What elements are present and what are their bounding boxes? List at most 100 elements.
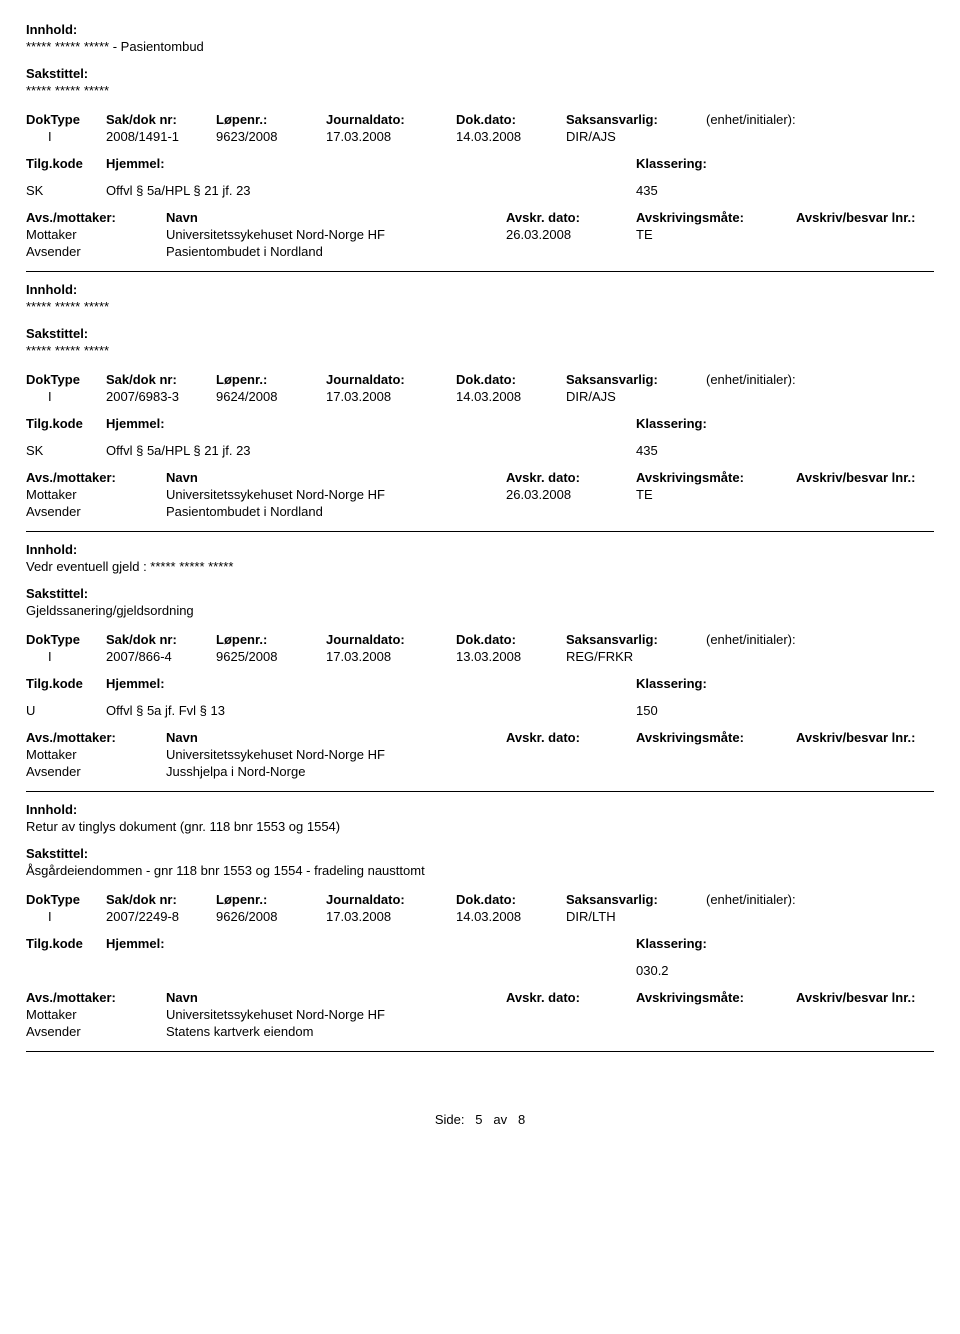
avsender-row: Avsender Jusshjelpa i Nord-Norge (26, 764, 934, 779)
page-current: 5 (475, 1112, 482, 1127)
saksansvarlig-value: DIR/AJS (566, 129, 706, 144)
avskrdato-label: Avskr. dato: (506, 470, 636, 485)
tilgkode-label: Tilg.kode (26, 156, 106, 171)
hjemmel-label: Hjemmel: (106, 936, 506, 951)
innhold-text: Vedr eventuell gjeld : ***** ***** ***** (26, 559, 934, 574)
sakdok-label: Sak/dok nr: (106, 372, 216, 387)
avskrivbesvar-label: Avskriv/besvar lnr.: (796, 730, 960, 745)
journaldato-label: Journaldato: (326, 892, 456, 907)
lopenr-value: 9624/2008 (216, 389, 326, 404)
innhold-text: Retur av tinglys dokument (gnr. 118 bnr … (26, 819, 934, 834)
enhet-label: (enhet/initialer): (706, 372, 886, 387)
journaldato-value: 17.03.2008 (326, 129, 456, 144)
avskrdato-label: Avskr. dato: (506, 730, 636, 745)
party-header-row: Avs./mottaker: Navn Avskr. dato: Avskriv… (26, 730, 934, 745)
klassering-label: Klassering: (636, 156, 886, 171)
avskr-mate-value (636, 747, 796, 762)
sakstittel-text: Gjeldssanering/gjeldsordning (26, 603, 934, 618)
hjemmel-label: Hjemmel: (106, 676, 506, 691)
doktype-value: I (26, 129, 106, 144)
page-total: 8 (518, 1112, 525, 1127)
doktype-value: I (26, 649, 106, 664)
sakstittel-text: Åsgårdeiendommen - gnr 118 bnr 1553 og 1… (26, 863, 934, 878)
avskrivbesvar-label: Avskriv/besvar lnr.: (796, 470, 960, 485)
avskrivingsmate-label: Avskrivingsmåte: (636, 470, 796, 485)
navn-label: Navn (166, 470, 506, 485)
doktype-label: DokType (26, 892, 106, 907)
dokdato-value: 13.03.2008 (456, 649, 566, 664)
lopenr-label: Løpenr.: (216, 892, 326, 907)
doktype-value: I (26, 389, 106, 404)
mottaker-label: Mottaker (26, 747, 166, 762)
meta-header-row: DokType Sak/dok nr: Løpenr.: Journaldato… (26, 892, 934, 907)
doktype-label: DokType (26, 112, 106, 127)
hjemmel-header-row: Tilg.kode Hjemmel: Klassering: (26, 416, 934, 431)
dokdato-label: Dok.dato: (456, 372, 566, 387)
doktype-value: I (26, 909, 106, 924)
mottaker-label: Mottaker (26, 487, 166, 502)
mottaker-row: Mottaker Universitetssykehuset Nord-Norg… (26, 747, 934, 762)
page-footer: Side: 5 av 8 (26, 1112, 934, 1127)
avsender-row: Avsender Pasientombudet i Nordland (26, 244, 934, 259)
journal-record: Innhold: Vedr eventuell gjeld : ***** **… (26, 538, 934, 792)
saksansvarlig-value: REG/FRKR (566, 649, 706, 664)
avskrivingsmate-label: Avskrivingsmåte: (636, 730, 796, 745)
hjemmel-header-row: Tilg.kode Hjemmel: Klassering: (26, 936, 934, 951)
avsender-row: Avsender Statens kartverk eiendom (26, 1024, 934, 1039)
lopenr-value: 9626/2008 (216, 909, 326, 924)
party-header-row: Avs./mottaker: Navn Avskr. dato: Avskriv… (26, 470, 934, 485)
sakstittel-label: Sakstittel: (26, 846, 934, 861)
side-label: Side: (435, 1112, 465, 1127)
sakstittel-label: Sakstittel: (26, 66, 934, 81)
tilgkode-value: SK (26, 183, 106, 198)
innhold-label: Innhold: (26, 22, 934, 37)
lopenr-label: Løpenr.: (216, 632, 326, 647)
journaldato-label: Journaldato: (326, 632, 456, 647)
sakdok-label: Sak/dok nr: (106, 632, 216, 647)
lopenr-label: Løpenr.: (216, 372, 326, 387)
hjemmel-value-row: U Offvl § 5a jf. Fvl § 13 150 (26, 703, 934, 718)
dokdato-value: 14.03.2008 (456, 389, 566, 404)
saksansvarlig-label: Saksansvarlig: (566, 632, 706, 647)
innhold-text: ***** ***** ***** - Pasientombud (26, 39, 934, 54)
navn-label: Navn (166, 730, 506, 745)
journaldato-value: 17.03.2008 (326, 649, 456, 664)
tilgkode-value: U (26, 703, 106, 718)
mottaker-row: Mottaker Universitetssykehuset Nord-Norg… (26, 1007, 934, 1022)
mottaker-navn: Universitetssykehuset Nord-Norge HF (166, 487, 506, 502)
enhet-label: (enhet/initialer): (706, 892, 886, 907)
avsmottaker-label: Avs./mottaker: (26, 210, 166, 225)
avskrdato-label: Avskr. dato: (506, 990, 636, 1005)
party-header-row: Avs./mottaker: Navn Avskr. dato: Avskriv… (26, 990, 934, 1005)
doktype-label: DokType (26, 632, 106, 647)
journaldato-value: 17.03.2008 (326, 389, 456, 404)
sakstittel-text: ***** ***** ***** (26, 83, 934, 98)
mottaker-navn: Universitetssykehuset Nord-Norge HF (166, 227, 506, 242)
avskr-mate-value (636, 1007, 796, 1022)
tilgkode-label: Tilg.kode (26, 936, 106, 951)
saksansvarlig-label: Saksansvarlig: (566, 892, 706, 907)
enhet-label: (enhet/initialer): (706, 112, 886, 127)
hjemmel-header-row: Tilg.kode Hjemmel: Klassering: (26, 156, 934, 171)
klassering-label: Klassering: (636, 936, 886, 951)
avsender-label: Avsender (26, 764, 166, 779)
avskrivbesvar-label: Avskriv/besvar lnr.: (796, 990, 960, 1005)
innhold-text: ***** ***** ***** (26, 299, 934, 314)
avskr-mate-value: TE (636, 487, 796, 502)
hjemmel-value (106, 963, 506, 978)
avskr-dato-value: 26.03.2008 (506, 227, 636, 242)
avsender-label: Avsender (26, 1024, 166, 1039)
hjemmel-value-row: 030.2 (26, 963, 934, 978)
meta-value-row: I 2007/866-4 9625/2008 17.03.2008 13.03.… (26, 649, 934, 664)
mottaker-navn: Universitetssykehuset Nord-Norge HF (166, 1007, 506, 1022)
avsender-navn: Pasientombudet i Nordland (166, 504, 506, 519)
journal-record: Innhold: Retur av tinglys dokument (gnr.… (26, 798, 934, 1052)
meta-header-row: DokType Sak/dok nr: Løpenr.: Journaldato… (26, 632, 934, 647)
avskrivingsmate-label: Avskrivingsmåte: (636, 990, 796, 1005)
klassering-value: 150 (636, 703, 886, 718)
journal-record: Innhold: ***** ***** ***** Sakstittel: *… (26, 278, 934, 532)
hjemmel-label: Hjemmel: (106, 156, 506, 171)
innhold-label: Innhold: (26, 282, 934, 297)
hjemmel-header-row: Tilg.kode Hjemmel: Klassering: (26, 676, 934, 691)
hjemmel-value: Offvl § 5a/HPL § 21 jf. 23 (106, 183, 506, 198)
